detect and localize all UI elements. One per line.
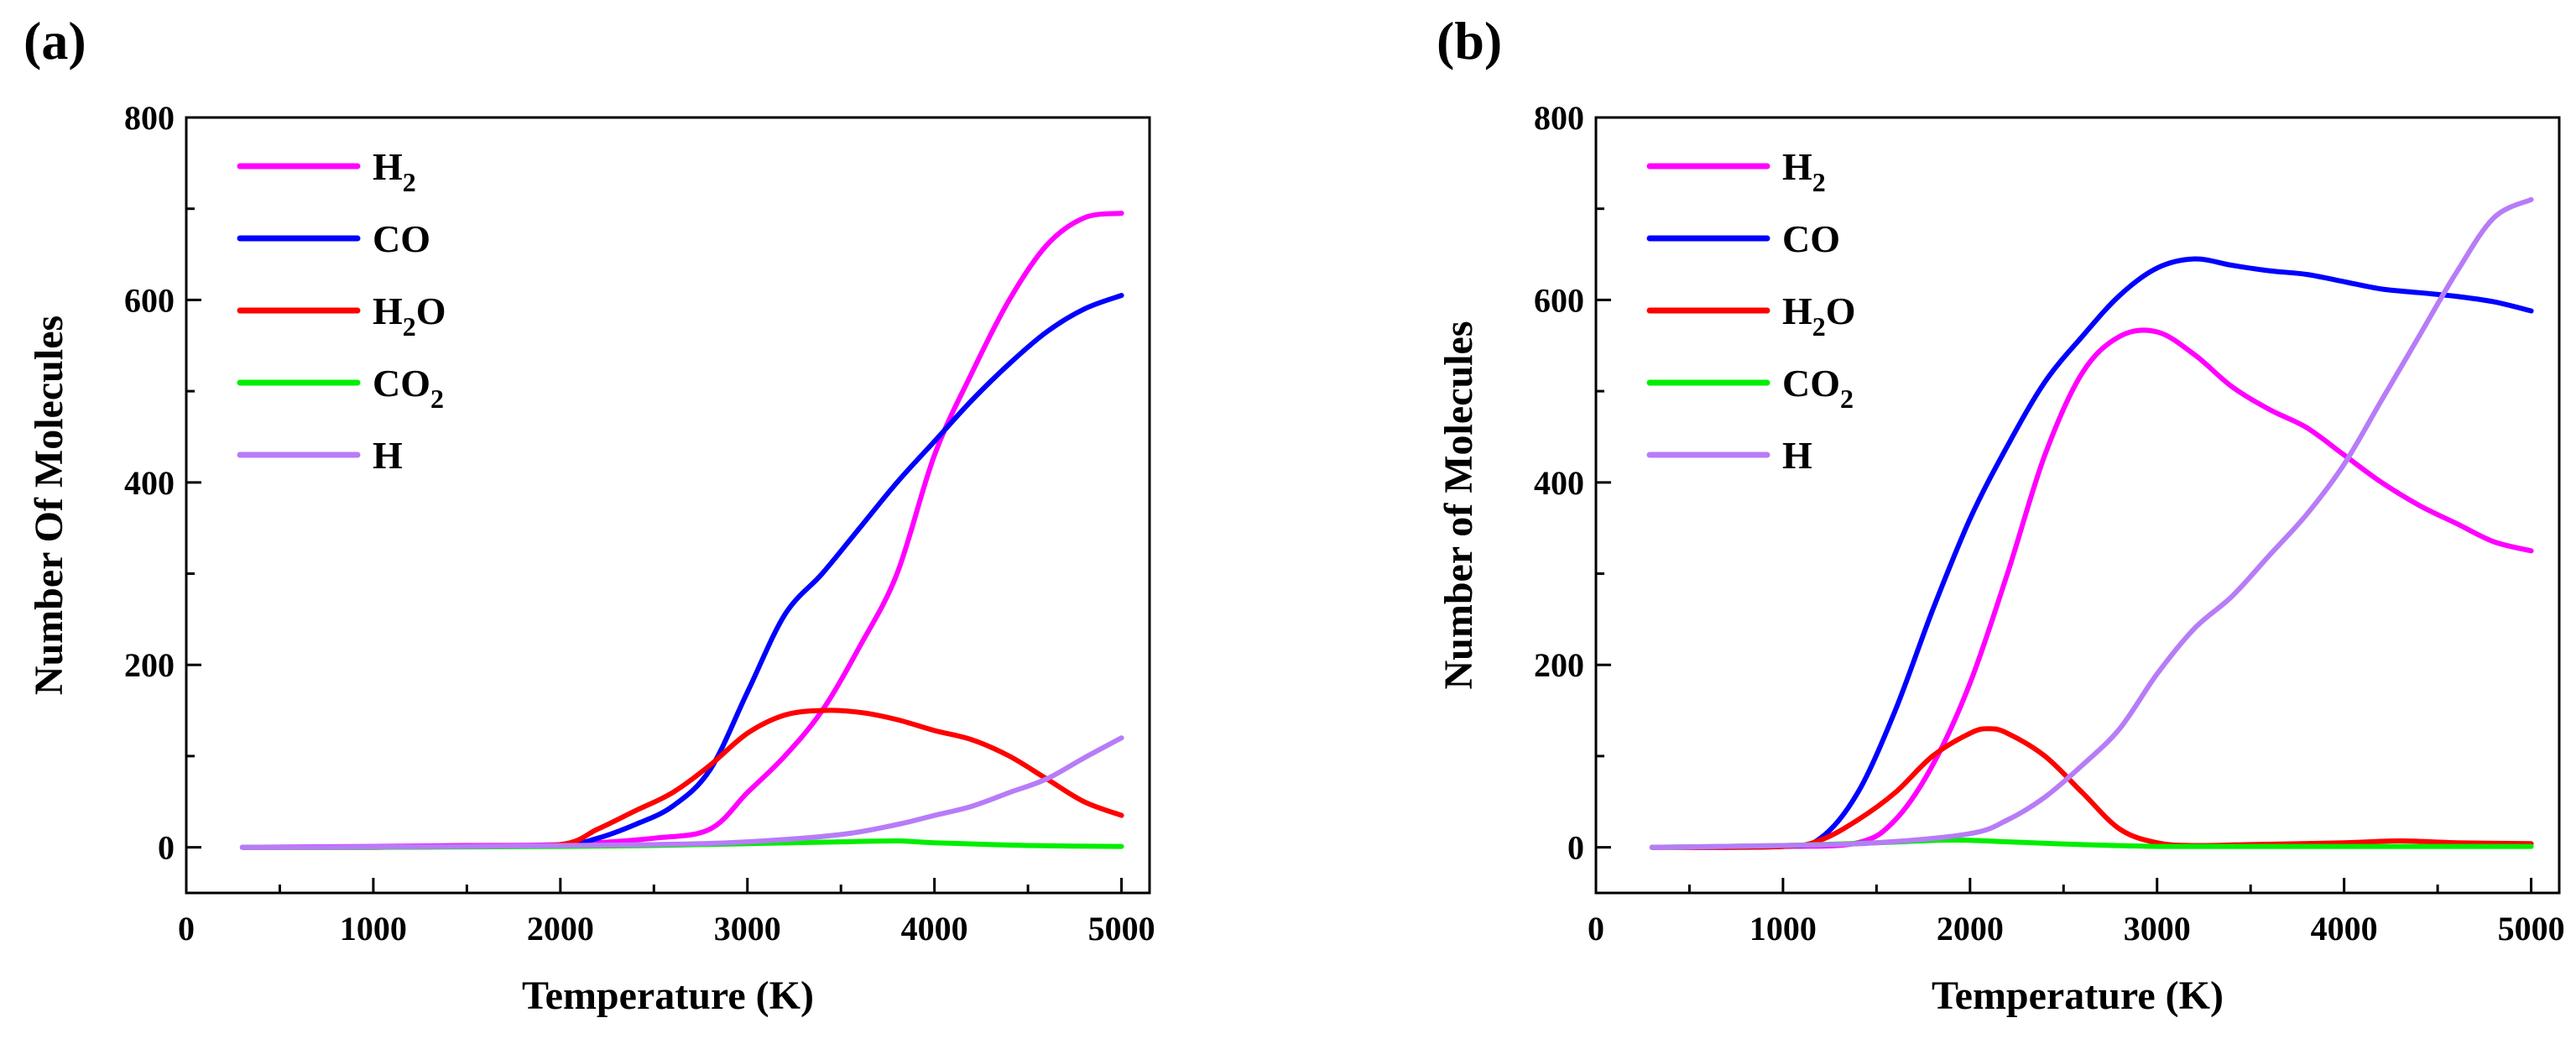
- panel-a: (a) 0 1000 2000 3000 4000 5000 0 200 400 600 800 Tem…: [23, 11, 1155, 1018]
- legend-label-co2: CO2: [1782, 362, 1854, 414]
- legend-label-co2: CO2: [373, 362, 444, 414]
- legend-label-tail: O: [1826, 290, 1856, 332]
- x-tick-label: 5000: [2498, 910, 2565, 947]
- legend-label-h2: H2: [1782, 145, 1826, 197]
- panel-b: (b) 0 1000 2000 3000 4000 5000 0 200 400 600 800 Tem…: [1437, 11, 2565, 1018]
- x-tick-label: 1000: [1749, 910, 1817, 947]
- panel-label: (b): [1437, 11, 1502, 70]
- y-tick-label: 400: [124, 464, 175, 502]
- x-tick-label: 2000: [1937, 910, 2004, 947]
- x-axis-label: Temperature (K): [1932, 974, 2224, 1018]
- legend-label-main: H: [373, 434, 403, 477]
- legend-label-h2: H2: [373, 145, 416, 197]
- legend-label-subscript: 2: [1812, 167, 1826, 197]
- legend-label-main: CO: [1782, 217, 1840, 260]
- y-tick-label: 800: [124, 99, 175, 137]
- y-axis-label: Number of Molecules: [1437, 321, 1481, 689]
- legend-label-main: H: [373, 290, 403, 332]
- plot-frame: [185, 116, 1151, 895]
- legend-label-h: H: [1782, 434, 1812, 477]
- legend-label-co: CO: [373, 217, 430, 260]
- panel-label: (a): [23, 11, 86, 70]
- x-axis-label: Temperature (K): [522, 974, 814, 1018]
- plot-frame: [1594, 116, 2561, 895]
- y-tick-label: 600: [1534, 281, 1584, 319]
- legend-label-co: CO: [1782, 217, 1840, 260]
- x-tick-label: 1000: [340, 910, 407, 947]
- legend-label-subscript: 2: [403, 167, 416, 197]
- series-line-co: [1649, 256, 2534, 850]
- y-tick-label: 400: [1534, 464, 1584, 502]
- series-line-h2o: [239, 707, 1124, 850]
- legend-label-main: CO: [373, 362, 430, 405]
- y-tick-label: 200: [124, 646, 175, 684]
- legend-label-main: CO: [373, 217, 430, 260]
- legend-label-subscript: 2: [403, 311, 416, 342]
- legend-label-main: H: [1782, 145, 1812, 188]
- y-tick-label: 0: [1567, 829, 1584, 867]
- series-line-h2: [1649, 327, 2534, 850]
- y-tick-label: 200: [1534, 646, 1584, 684]
- x-tick-label: 4000: [2311, 910, 2378, 947]
- x-tick-label: 0: [1588, 910, 1604, 947]
- legend-label-h2o: H2O: [1782, 290, 1856, 342]
- legend-label-tail: O: [416, 290, 446, 332]
- y-axis-label: Number Of Molecules: [27, 316, 71, 695]
- series-line-h2o: [1649, 726, 2534, 850]
- series-line-h: [1649, 196, 2534, 850]
- x-tick-label: 2000: [527, 910, 594, 947]
- legend-label-subscript: 2: [1812, 311, 1826, 342]
- x-tick-label: 4000: [901, 910, 968, 947]
- y-tick-label: 800: [1534, 99, 1584, 137]
- x-tick-label: 3000: [2124, 910, 2191, 947]
- y-tick-label: 600: [124, 281, 175, 319]
- legend-label-subscript: 2: [430, 384, 444, 414]
- legend-label-main: H: [1782, 290, 1812, 332]
- legend-label-h: H: [373, 434, 403, 477]
- x-tick-label: 5000: [1088, 910, 1155, 947]
- legend-label-subscript: 2: [1840, 384, 1854, 414]
- legend-label-main: CO: [1782, 362, 1840, 405]
- series-line-h: [239, 735, 1124, 850]
- y-tick-label: 0: [158, 829, 175, 867]
- legend-label-h2o: H2O: [373, 290, 446, 342]
- legend-label-main: H: [1782, 434, 1812, 477]
- x-tick-label: 3000: [714, 910, 781, 947]
- legend-label-main: H: [373, 145, 403, 188]
- x-tick-label: 0: [178, 910, 195, 947]
